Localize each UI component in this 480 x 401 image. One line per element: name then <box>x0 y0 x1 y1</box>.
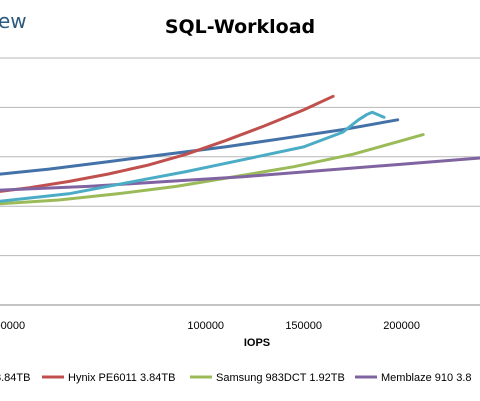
grid-lines <box>0 57 480 306</box>
legend-label-2: Hynix PE6011 3.84TB <box>68 372 175 384</box>
x-tick-label: 100000 <box>187 320 224 332</box>
x-axis-label: IOPS <box>244 337 270 349</box>
x-tick-label: 200000 <box>383 320 420 332</box>
legend-label-1: 3.84TB <box>0 372 30 384</box>
x-tick-label: 00000 <box>0 320 25 332</box>
x-tick-labels: 00000 100000 150000 200000 <box>0 320 420 332</box>
series-line-1 <box>0 118 400 176</box>
legend-label-3: Samsung 983DCT 1.92TB <box>216 372 345 384</box>
chart-title: SQL-Workload <box>165 16 315 38</box>
series-line-5 <box>0 110 386 203</box>
legend: 3.84TB Hynix PE6011 3.84TB Samsung 983DCT … <box>0 372 472 384</box>
x-tick-label: 150000 <box>285 320 322 332</box>
series-line-4 <box>0 156 480 192</box>
legend-label-4: Memblaze 910 3.8 <box>381 372 472 384</box>
series-line-2 <box>0 94 335 193</box>
watermark-text: ew <box>0 9 27 33</box>
series-lines <box>0 94 480 206</box>
